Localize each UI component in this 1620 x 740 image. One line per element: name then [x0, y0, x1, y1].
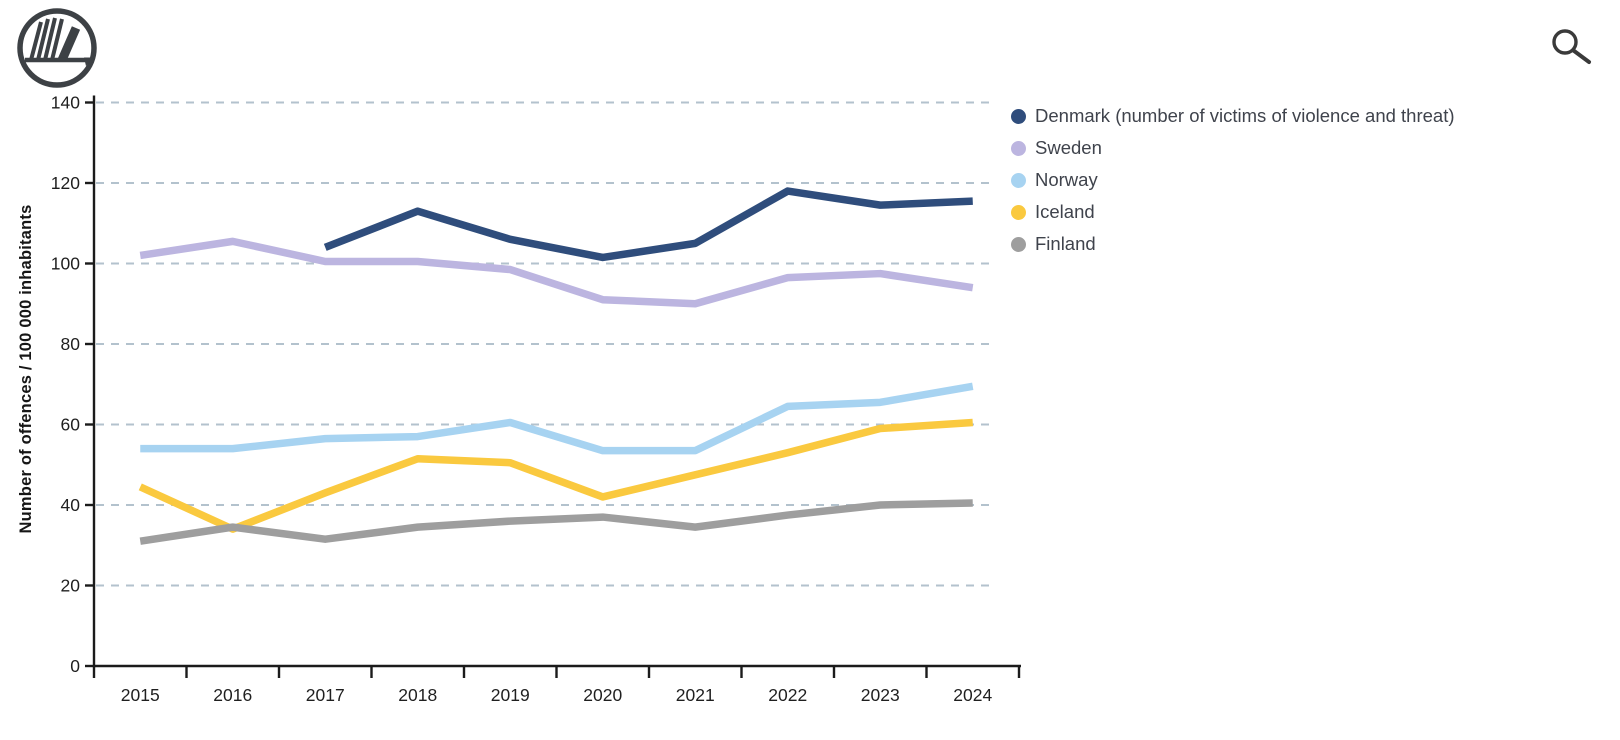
x-tick-label: 2023 — [861, 685, 900, 705]
legend-label: Norway — [1035, 169, 1098, 190]
legend-label: Finland — [1035, 233, 1096, 254]
legend-marker-icon — [1011, 108, 1026, 124]
legend-marker-icon — [1011, 140, 1026, 156]
x-tick-label: 2019 — [491, 685, 530, 705]
x-tick-label: 2020 — [583, 685, 622, 705]
x-tick-label: 2015 — [121, 685, 160, 705]
series-line-sweden — [139, 237, 974, 308]
x-tick-label: 2017 — [306, 685, 345, 705]
x-tick-label: 2016 — [213, 685, 252, 705]
legend-marker-icon — [1011, 236, 1026, 252]
series-line-denmark — [323, 187, 973, 262]
y-tick-label: 20 — [61, 576, 81, 596]
series-line-iceland — [138, 418, 973, 533]
search-button[interactable] — [1548, 24, 1598, 73]
y-tick-label: 80 — [61, 334, 81, 354]
x-tick-label: 2018 — [398, 685, 437, 705]
legend-label: Denmark (number of victims of violence a… — [1035, 105, 1455, 126]
y-tick-label: 140 — [51, 93, 80, 113]
legend-label: Sweden — [1035, 137, 1102, 158]
legend-item-norway[interactable]: Norway — [1011, 164, 1455, 196]
nordic-council-swan-logo — [17, 8, 97, 88]
y-tick-label: 60 — [61, 415, 81, 435]
legend-item-sweden[interactable]: Sweden — [1011, 132, 1455, 164]
x-tick-label: 2021 — [676, 685, 715, 705]
x-tick-label: 2024 — [953, 685, 992, 705]
x-tick-label: 2022 — [768, 685, 807, 705]
legend-marker-icon — [1011, 172, 1026, 188]
series-line-finland — [139, 499, 973, 545]
y-tick-label: 0 — [70, 656, 80, 676]
y-tick-label: 120 — [51, 173, 80, 193]
legend-item-iceland[interactable]: Iceland — [1011, 196, 1455, 228]
series-line-norway — [140, 382, 974, 455]
legend: Denmark (number of victims of violence a… — [1011, 100, 1455, 260]
y-tick-label: 40 — [61, 495, 81, 515]
y-tick-label: 100 — [51, 254, 80, 274]
search-icon — [1552, 29, 1591, 64]
legend-label: Iceland — [1035, 201, 1095, 222]
legend-item-finland[interactable]: Finland — [1011, 228, 1455, 260]
legend-item-denmark[interactable]: Denmark (number of victims of violence a… — [1011, 100, 1455, 132]
y-axis-title: Number of offences / 100 000 inhabitants — [17, 204, 35, 534]
nordic-council-logo-link[interactable] — [14, 6, 102, 99]
legend-marker-icon — [1011, 204, 1026, 220]
